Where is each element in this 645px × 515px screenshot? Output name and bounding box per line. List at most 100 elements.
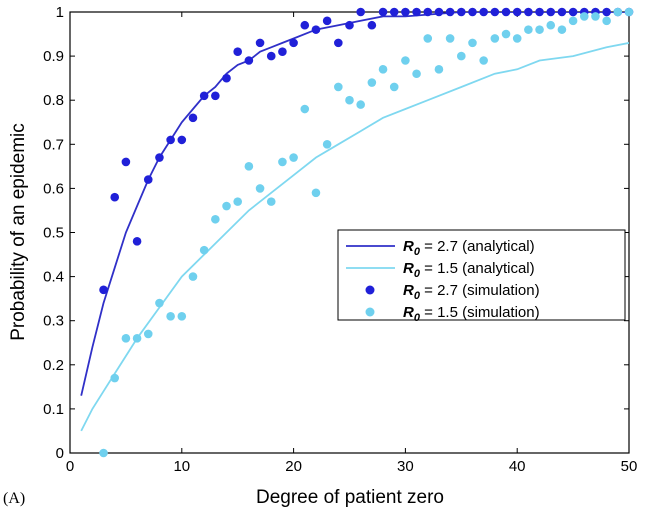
simulation-point-2	[345, 20, 354, 30]
x-tick-label: 50	[621, 458, 638, 475]
simulation-point-3	[401, 56, 410, 65]
simulation-point-3	[378, 65, 388, 74]
simulation-point-3	[490, 34, 500, 43]
simulation-point-2	[378, 7, 388, 17]
y-axis-label: Probability of an epidemic	[8, 123, 29, 341]
simulation-point-3	[501, 29, 511, 39]
legend-text: = 2.7 (simulation)	[420, 282, 540, 299]
simulation-point-2	[356, 7, 365, 17]
analytical-line-1	[80, 42, 629, 432]
simulation-point-3	[389, 82, 399, 92]
simulation-point-2	[311, 25, 321, 34]
y-tick-label: 0.7	[43, 136, 64, 153]
plot-content	[80, 7, 634, 458]
simulation-point-3	[233, 197, 242, 206]
simulation-point-2	[535, 7, 544, 17]
simulation-point-3	[434, 65, 444, 74]
simulation-point-2	[434, 7, 444, 17]
simulation-point-2	[501, 7, 511, 17]
simulation-point-3	[132, 334, 142, 343]
legend-text: = 2.7 (analytical)	[420, 238, 535, 255]
simulation-point-3	[535, 25, 544, 34]
simulation-point-3	[211, 214, 220, 224]
legend: R0 = 2.7 (analytical)R0 = 1.5 (analytica…	[337, 229, 626, 324]
simulation-point-2	[423, 7, 433, 17]
legend-text: = 1.5 (analytical)	[420, 260, 535, 277]
simulation-point-3	[278, 157, 287, 167]
simulation-point-3	[199, 245, 209, 255]
simulation-point-2	[211, 91, 220, 101]
simulation-point-3	[188, 272, 198, 281]
simulation-point-3	[255, 184, 265, 193]
simulation-point-3	[334, 82, 343, 92]
y-tick-label: 0.9	[43, 48, 64, 65]
simulation-point-3	[222, 201, 231, 211]
simulation-point-3	[412, 69, 421, 79]
axis-ticks: 0 10 20 30 40 50 0 0.1 0.2 0.3 0.4 0.5 0.6 0.7 0.8 0.9 1	[43, 4, 637, 475]
legend-label: R0 = 1.5 (simulation)	[403, 304, 540, 324]
simulation-point-2	[334, 38, 343, 48]
y-tick-label: 1	[56, 4, 64, 21]
legend-subscript: 0	[414, 312, 421, 324]
simulation-point-2	[490, 7, 500, 17]
legend-dot-swatch	[365, 307, 375, 317]
simulation-point-2	[602, 7, 611, 17]
simulation-point-2	[244, 56, 254, 65]
simulation-point-2	[457, 7, 466, 17]
simulation-point-3	[579, 12, 589, 21]
simulation-point-3	[479, 56, 488, 65]
simulation-point-2	[322, 16, 332, 26]
simulation-point-2	[199, 91, 209, 101]
simulation-point-3	[468, 38, 477, 48]
analytical-curves	[80, 12, 629, 432]
simulation-point-2	[222, 73, 231, 83]
simulation-point-2	[166, 135, 175, 145]
simulation-point-3	[345, 95, 354, 105]
y-tick-label: 0.4	[43, 269, 64, 286]
simulation-point-2	[512, 7, 522, 17]
simulation-point-2	[233, 47, 242, 56]
simulation-point-2	[266, 51, 276, 61]
y-tick-label: 0	[56, 445, 64, 462]
x-tick-label: 0	[66, 458, 74, 475]
simulation-point-3	[266, 197, 276, 206]
simulation-point-2	[177, 135, 187, 145]
simulation-point-3	[445, 34, 455, 43]
simulation-point-2	[289, 38, 298, 48]
simulation-point-3	[624, 7, 634, 17]
simulation-point-2	[110, 192, 120, 202]
simulation-point-2	[401, 7, 410, 17]
legend-subscript: 0	[414, 268, 421, 280]
simulation-point-3	[512, 34, 522, 43]
legend-label: R0 = 2.7 (analytical)	[403, 238, 535, 258]
simulation-point-3	[356, 100, 365, 109]
simulation-point-3	[557, 25, 567, 34]
simulation-point-3	[99, 448, 108, 458]
simulation-point-2	[132, 237, 142, 246]
simulation-point-2	[524, 7, 533, 17]
simulation-point-2	[255, 38, 265, 48]
simulation-point-3	[143, 329, 153, 339]
x-tick-label: 10	[173, 458, 190, 475]
simulation-point-2	[445, 7, 455, 17]
legend-text: = 1.5 (simulation)	[420, 304, 540, 321]
simulation-point-3	[457, 51, 466, 61]
simulation-point-3	[244, 162, 254, 171]
simulation-point-3	[177, 311, 187, 321]
analytical-line-0	[80, 12, 629, 396]
simulation-point-3	[155, 298, 164, 308]
simulation-point-2	[143, 175, 153, 184]
simulation-point-2	[412, 7, 421, 17]
simulation-point-3	[591, 12, 600, 21]
simulation-point-2	[546, 7, 556, 17]
simulation-point-2	[557, 7, 567, 17]
simulation-point-3	[602, 16, 611, 26]
x-axis-label: Degree of patient zero	[256, 487, 444, 508]
simulation-point-2	[188, 113, 198, 123]
simulation-point-3	[367, 78, 377, 87]
y-tick-label: 0.2	[43, 357, 64, 374]
simulation-point-3	[289, 153, 298, 162]
x-tick-label: 20	[285, 458, 302, 475]
simulation-point-2	[568, 7, 578, 17]
